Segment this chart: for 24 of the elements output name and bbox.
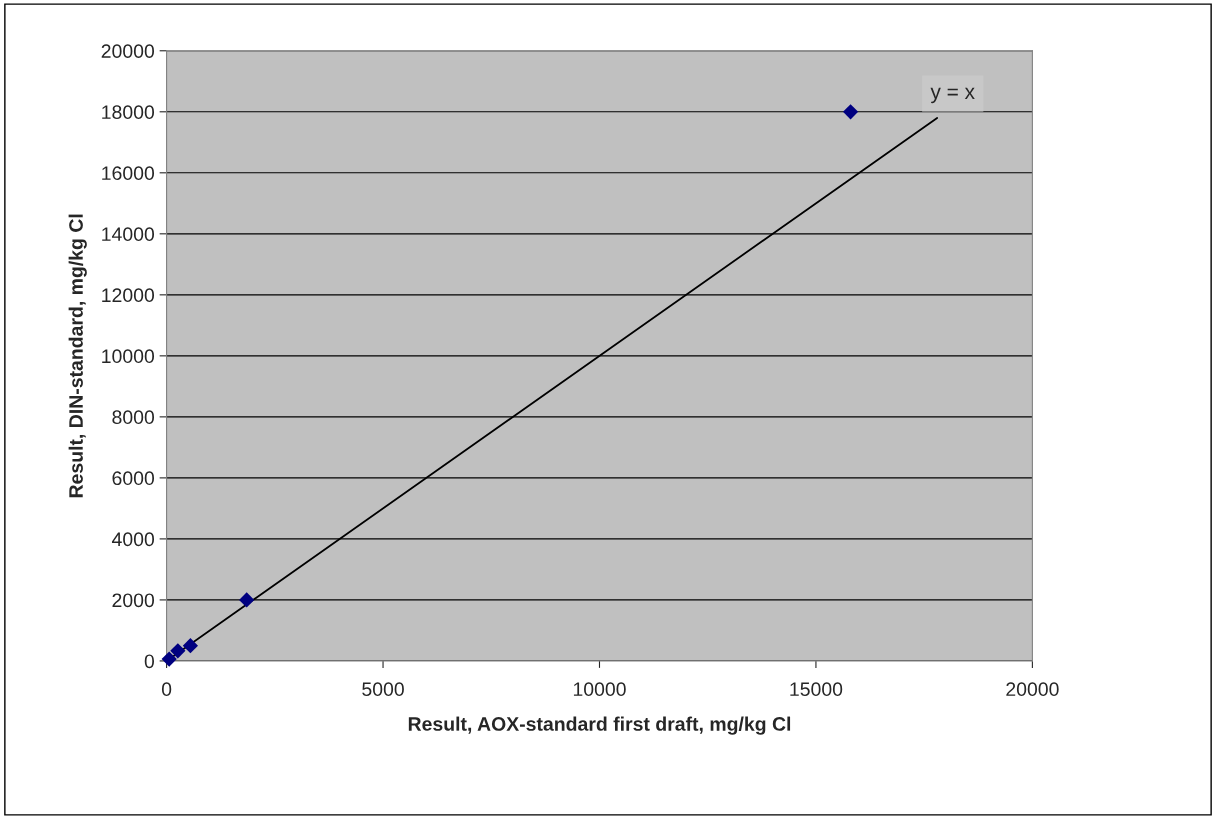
y-tick-label: 8000 bbox=[112, 410, 155, 425]
y-tick-label: 10000 bbox=[102, 349, 155, 364]
point bbox=[239, 592, 255, 608]
x-tick-label: 20000 bbox=[1006, 682, 1059, 697]
x-tick-label: 15000 bbox=[790, 682, 843, 697]
y-tick-label: 14000 bbox=[102, 227, 155, 242]
y-tick-label: 2000 bbox=[112, 593, 155, 608]
point bbox=[182, 638, 199, 654]
point bbox=[842, 104, 859, 120]
y-tick-label: 16000 bbox=[102, 166, 155, 181]
y-tick-label: 18000 bbox=[102, 105, 155, 120]
y-tick-label: 4000 bbox=[111, 532, 155, 547]
y-tick-label: 0 bbox=[144, 654, 155, 669]
x-axis-title: Result, AOX-standard first draft, mg/kg Cl bbox=[408, 716, 791, 735]
point bbox=[170, 643, 186, 659]
y-axis-title: Result, DIN-standard, mg/kg Cl bbox=[68, 214, 87, 498]
x-tick-label: 0 bbox=[161, 682, 172, 697]
y-tick-label: 6000 bbox=[112, 471, 155, 486]
x-tick-label: 10000 bbox=[573, 682, 626, 697]
y-tick-label: 12000 bbox=[102, 288, 155, 303]
annotation: y = x bbox=[930, 87, 975, 104]
y-tick-label: 20000 bbox=[101, 44, 155, 59]
point bbox=[161, 651, 177, 667]
x-tick-label: 5000 bbox=[362, 682, 404, 697]
